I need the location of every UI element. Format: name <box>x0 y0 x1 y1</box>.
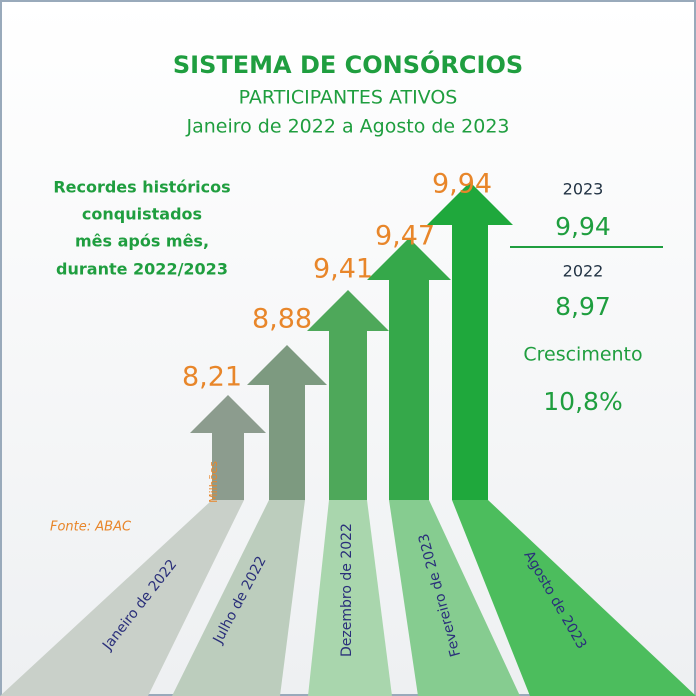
arrow <box>307 290 389 500</box>
value-previous: 8,97 <box>555 292 611 321</box>
year-current: 2023 <box>563 180 604 199</box>
value-current: 9,94 <box>555 212 611 241</box>
arrow <box>367 238 451 500</box>
beam <box>308 500 392 696</box>
arrow-value: 9,94 <box>432 169 492 200</box>
beam <box>452 500 696 696</box>
note-line: conquistados <box>82 205 202 224</box>
year-previous: 2022 <box>563 262 604 281</box>
title: SISTEMA DE CONSÓRCIOS <box>173 49 523 79</box>
beam <box>389 500 520 696</box>
arrow <box>190 395 266 500</box>
note-line: Recordes históricos <box>53 178 230 197</box>
unit: Milhões <box>207 461 220 503</box>
period: Janeiro de 2022 a Agosto de 2023 <box>185 116 509 138</box>
arrow <box>247 345 327 500</box>
arrow-value: 9,47 <box>375 221 435 252</box>
arrow-value: 9,41 <box>313 254 373 285</box>
growth-label: Crescimento <box>523 344 642 366</box>
arrow <box>427 182 513 500</box>
arrow-label: Dezembro de 2022 <box>339 523 355 657</box>
subtitle: PARTICIPANTES ATIVOS <box>239 87 458 109</box>
note-line: durante 2022/2023 <box>56 260 228 279</box>
growth: 10,8% <box>543 387 622 416</box>
note-line: mês após mês, <box>75 232 209 251</box>
source: Fonte: ABAC <box>50 520 132 535</box>
arrow-value: 8,21 <box>182 362 242 393</box>
beam <box>0 500 244 696</box>
beam <box>172 500 305 696</box>
arrow-value: 8,88 <box>252 304 312 335</box>
